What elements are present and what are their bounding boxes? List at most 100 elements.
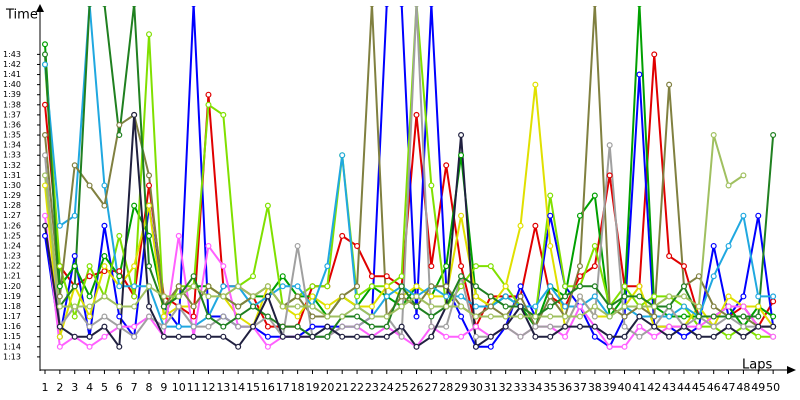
y-tick-label: 1:22 [3,262,21,271]
x-tick-label: 3 [71,381,78,394]
data-point [205,101,212,108]
data-point [740,293,747,300]
data-point [250,303,257,310]
data-point [755,313,762,320]
data-point [458,273,465,280]
data-point [354,323,361,330]
data-point [146,182,153,189]
data-point [651,333,658,340]
x-tick-label: 38 [588,381,602,394]
data-point [636,283,643,290]
y-tick-label: 1:39 [3,90,21,99]
data-point [71,253,78,260]
data-point [398,273,405,280]
data-point [41,61,48,68]
y-tick-label: 1:15 [3,332,21,341]
data-point [339,313,346,320]
data-point [354,333,361,340]
x-tick-label: 32 [499,381,513,394]
x-tick-label: 33 [514,381,528,394]
data-point [591,303,598,310]
data-point [710,323,717,330]
data-point [294,333,301,340]
data-point [562,333,569,340]
data-point [591,263,598,270]
data-point [651,323,658,330]
data-point [368,333,375,340]
x-tick-label: 15 [246,381,260,394]
data-point [517,303,524,310]
data-point [339,293,346,300]
data-point [680,333,687,340]
data-point [235,283,242,290]
data-point [576,303,583,310]
data-point [428,333,435,340]
data-point [146,202,153,209]
y-tick-label: 1:25 [3,231,21,240]
data-point [458,293,465,300]
data-point [264,333,271,340]
data-point [309,323,316,330]
data-point [695,303,702,310]
y-tick-label: 1:13 [3,352,21,361]
data-point [710,313,717,320]
data-point [87,6,92,7]
data-point [220,111,227,118]
data-point [413,343,420,350]
data-point [502,293,509,300]
data-point [606,172,613,179]
data-point [41,172,48,179]
data-point [131,323,138,330]
data-point [547,212,554,219]
data-point [547,313,554,320]
x-tick-label: 27 [424,381,438,394]
data-point [56,263,63,270]
data-point [131,283,138,290]
data-point [56,333,63,340]
x-tick-label: 48 [736,381,750,394]
data-point [116,273,123,280]
data-point [116,313,123,320]
data-point [56,323,63,330]
data-point [651,303,658,310]
data-point [443,333,450,340]
data-point [428,293,435,300]
y-tick-label: 1:40 [3,80,21,89]
x-tick-label: 42 [647,381,661,394]
data-point [591,313,598,320]
x-tick-label: 24 [380,381,394,394]
data-point [725,293,732,300]
y-tick-label: 1:37 [3,110,21,119]
x-tick-label: 20 [320,381,334,394]
data-point [517,333,524,340]
data-point [235,323,242,330]
data-point [398,333,405,340]
data-point [324,313,331,320]
data-point [502,283,509,290]
data-point [131,333,138,340]
data-point [517,283,524,290]
data-point [41,232,48,239]
data-point [532,333,539,340]
data-point [576,313,583,320]
data-point [429,6,434,7]
data-point [562,323,569,330]
data-point [71,162,78,169]
data-point [279,323,286,330]
data-point [264,313,271,320]
data-point [86,182,93,189]
data-point [86,273,93,280]
data-point [725,303,732,310]
data-point [472,303,479,310]
data-point [458,283,465,290]
data-point [637,6,642,7]
data-point [398,293,405,300]
plot-area [41,6,777,350]
data-point [101,182,108,189]
y-tick-label: 1:23 [3,252,21,261]
data-point [101,268,108,275]
data-point [547,242,554,249]
x-tick-label: 1 [42,381,49,394]
x-tick-label: 23 [365,381,379,394]
